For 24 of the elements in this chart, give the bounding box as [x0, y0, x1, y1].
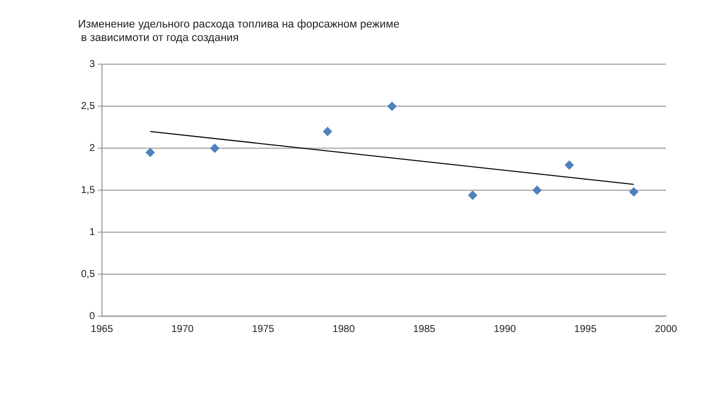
- x-tick-label: 1995: [574, 324, 597, 335]
- point: [468, 190, 478, 200]
- y-tick-label: 0,5: [80, 268, 96, 280]
- x-tick-label: 1985: [413, 324, 436, 335]
- y-tick-label: 1: [89, 226, 96, 238]
- point: [564, 160, 574, 170]
- point: [323, 126, 332, 136]
- y-tick-label: 0: [89, 310, 96, 322]
- y-tick-label: 3: [89, 59, 96, 70]
- x-tick-label: 1990: [494, 324, 516, 335]
- chart-title: Изменение удельного расхода топлива на форсажном режиме в зависимоти от года создания: [78, 18, 400, 44]
- point: [532, 186, 542, 195]
- point: [210, 144, 220, 153]
- y-tick-label: 1,5: [80, 184, 96, 196]
- x-tick-label: 2000: [654, 324, 678, 335]
- x-tick-label: 1970: [171, 324, 194, 335]
- x-tick-label: 1980: [332, 324, 356, 335]
- point: [146, 148, 155, 157]
- point: [388, 102, 397, 111]
- x-tick-label: 1965: [90, 324, 114, 335]
- y-tick-label: 2,5: [80, 101, 96, 112]
- y-tick-label: 2: [89, 143, 96, 154]
- point: [629, 187, 638, 196]
- x-tick-label: 1975: [252, 324, 275, 335]
